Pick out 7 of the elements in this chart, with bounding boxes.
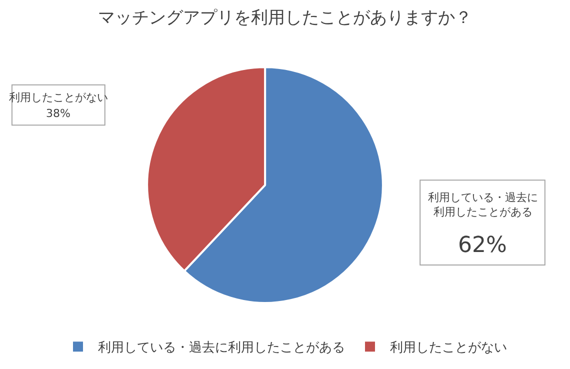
- data-label: 38%: [46, 107, 70, 120]
- legend-label: 利用したことがない: [390, 340, 507, 356]
- slice-label: 利用したことがない: [9, 91, 108, 104]
- legend-label: 利用している・過去に利用したことがある: [98, 340, 345, 356]
- text: 利用している・過去に利用したことがある: [428, 191, 538, 218]
- chart-title: マッチングアプリを利用したことがありますか？: [98, 8, 472, 28]
- data-label: 62%: [458, 233, 507, 258]
